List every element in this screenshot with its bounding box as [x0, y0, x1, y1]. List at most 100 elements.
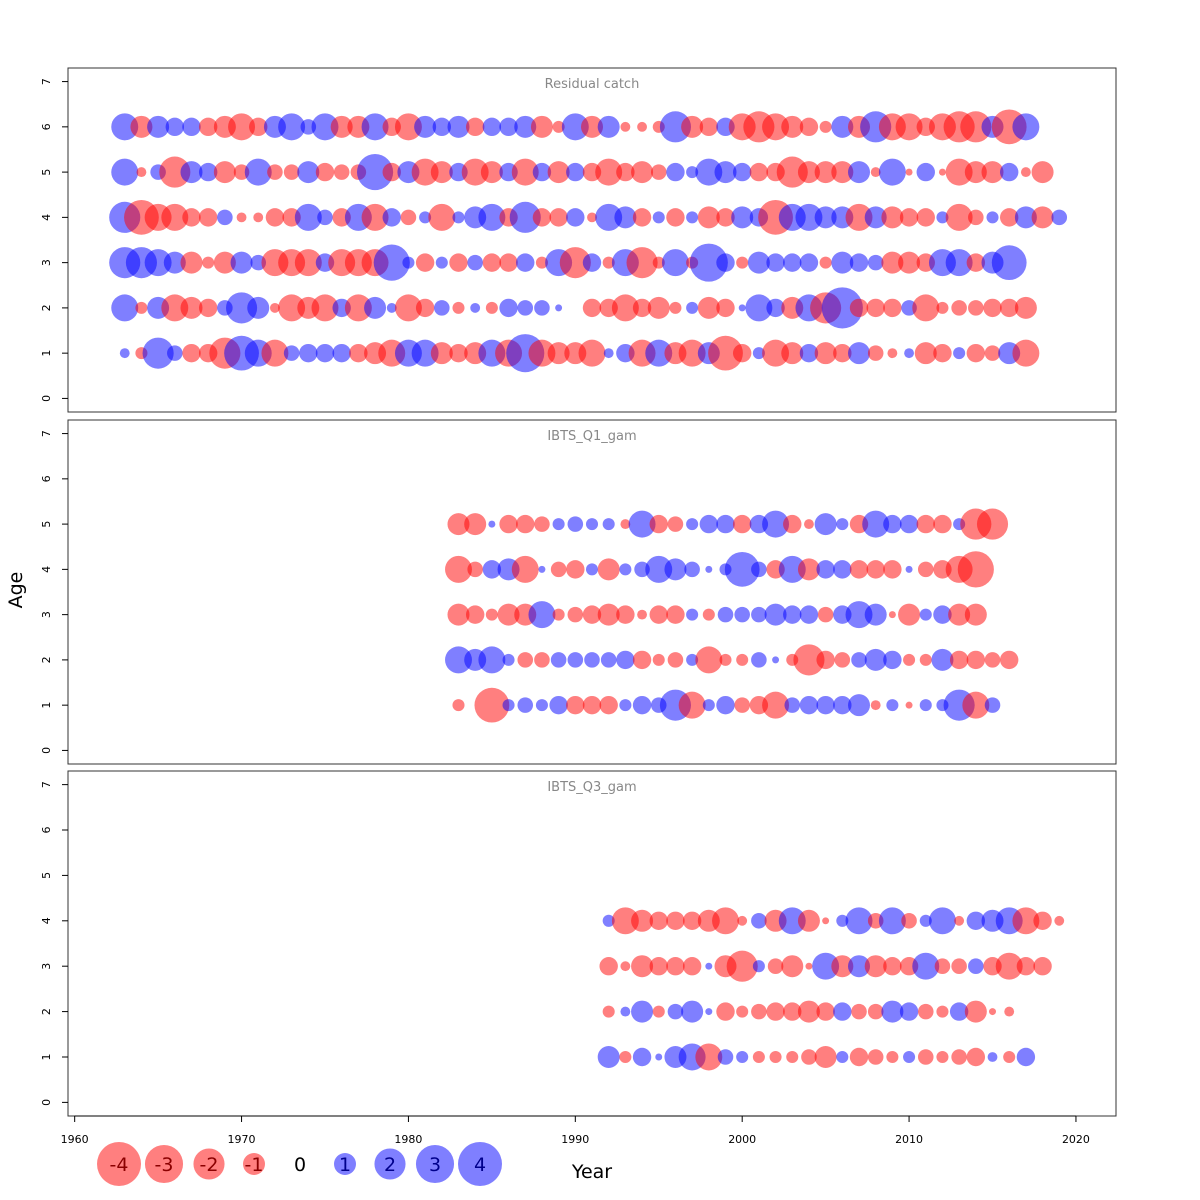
residual-bubble: [848, 342, 871, 365]
residual-bubble: [989, 1008, 996, 1016]
residual-bubble: [261, 339, 289, 367]
residual-bubble: [751, 1003, 767, 1020]
residual-bubble: [270, 302, 280, 313]
residual-bubble: [485, 608, 498, 621]
residual-bubble: [966, 1047, 986, 1067]
residual-bubble: [411, 158, 439, 186]
residual-bubble: [478, 203, 506, 231]
residual-bubble: [535, 256, 548, 269]
legend-bubble: [243, 1153, 265, 1175]
residual-bubble: [886, 1050, 899, 1064]
residual-bubble: [603, 348, 614, 359]
residual-bubble: [645, 555, 673, 583]
residual-bubble: [566, 560, 585, 579]
residual-bubble: [987, 1052, 998, 1062]
residual-bubble: [686, 301, 699, 314]
residual-bubble: [822, 917, 830, 925]
residual-bubble: [705, 962, 713, 970]
x-axis-title: Year: [571, 1161, 612, 1183]
residual-bubble: [783, 1002, 802, 1021]
residual-bubble: [278, 113, 306, 141]
residual-bubble: [903, 653, 916, 666]
legend-bubble: [334, 1153, 356, 1175]
residual-bubble: [762, 113, 790, 141]
residual-bubble: [957, 551, 994, 588]
residual-bubble: [799, 605, 819, 624]
legend-entry: -1: [243, 1153, 265, 1176]
residual-bubble: [732, 514, 752, 534]
residual-bubble: [488, 520, 496, 528]
residual-bubble: [616, 650, 635, 670]
residual-bubble: [793, 644, 825, 676]
y-tick-label: 3: [40, 963, 53, 970]
residual-bubble: [899, 1002, 919, 1021]
y-tick-label: 5: [40, 521, 53, 528]
residual-bubble: [984, 345, 1001, 361]
residual-bubble: [265, 208, 285, 227]
series-age-4: [602, 907, 1065, 935]
residual-bubble: [650, 164, 667, 180]
y-tick-label: 5: [40, 169, 53, 176]
residual-bubble: [912, 952, 940, 980]
residual-bubble: [686, 608, 699, 621]
legend-bubble: [144, 1144, 184, 1184]
residual-bubble: [867, 1003, 884, 1020]
series-age-4: [109, 199, 1068, 235]
y-tick-label: 4: [40, 566, 53, 573]
residual-bubble: [1033, 956, 1052, 976]
residual-bubble: [767, 958, 784, 974]
residual-bubble: [686, 166, 699, 179]
residual-bubble: [864, 955, 887, 978]
residual-bubble: [895, 113, 923, 141]
residual-bubble: [411, 339, 439, 367]
residual-bubble: [344, 294, 372, 322]
residual-bubble: [1012, 113, 1040, 141]
residual-bubble: [652, 256, 665, 269]
residual-bubble: [716, 253, 735, 272]
residual-bubble: [667, 652, 684, 668]
legend-label: 4: [474, 1154, 486, 1176]
residual-bubble: [516, 514, 535, 534]
residual-bubble: [620, 121, 631, 132]
residual-bubble: [482, 253, 502, 272]
residual-bubble: [582, 253, 602, 272]
residual-bubble: [447, 513, 470, 536]
residual-bubble: [315, 343, 335, 363]
residual-bubble: [611, 907, 639, 935]
residual-bubble: [799, 253, 819, 272]
residual-bubble: [620, 519, 631, 530]
residual-bubble: [812, 952, 840, 980]
residual-bubble: [867, 254, 884, 271]
residual-bubble: [566, 162, 585, 182]
residual-bubble: [738, 304, 746, 312]
residual-bubble: [762, 510, 790, 538]
residual-bubble: [867, 345, 884, 361]
residual-bubble: [745, 294, 773, 322]
residual-bubble: [778, 555, 806, 583]
x-tick-label: 1960: [61, 1133, 89, 1146]
residual-bubble: [836, 1050, 849, 1064]
residual-bubble: [349, 343, 368, 363]
residual-bubble: [734, 606, 750, 623]
residual-bubble: [764, 603, 787, 626]
residual-bubble: [584, 652, 600, 668]
residual-bubble: [766, 298, 785, 318]
residual-bubble: [886, 699, 899, 712]
residual-bubble: [534, 300, 550, 316]
legend-label: 1: [339, 1154, 351, 1176]
residual-bubble: [585, 518, 599, 531]
residual-bubble: [784, 697, 801, 713]
residual-bubble: [597, 1045, 620, 1068]
residual-bubble: [816, 560, 835, 579]
residual-bubble: [716, 298, 735, 318]
residual-bubble: [814, 342, 837, 365]
residual-bubble: [903, 1050, 916, 1064]
residual-bubble: [781, 342, 804, 365]
residual-bubble: [587, 212, 597, 223]
series-age-2: [445, 644, 1019, 676]
residual-bubble: [883, 956, 902, 976]
residual-bubble: [851, 1003, 867, 1020]
residual-bubble: [597, 603, 620, 626]
residual-bubble: [867, 1049, 884, 1065]
panel-ibts-q1-gam: IBTS_Q1_gam 0 1 2 3 4 5 6 7: [40, 419, 1117, 765]
